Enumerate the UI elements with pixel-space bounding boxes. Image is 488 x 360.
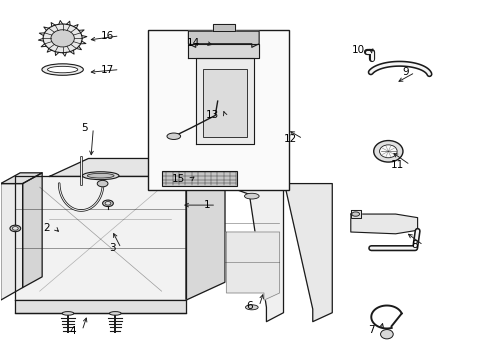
Ellipse shape bbox=[244, 193, 259, 199]
Polygon shape bbox=[212, 24, 234, 31]
Ellipse shape bbox=[47, 66, 78, 73]
Ellipse shape bbox=[87, 174, 114, 178]
Ellipse shape bbox=[102, 200, 113, 207]
Ellipse shape bbox=[97, 180, 108, 187]
Text: 2: 2 bbox=[43, 224, 49, 233]
Text: 12: 12 bbox=[284, 134, 297, 144]
Text: 15: 15 bbox=[171, 174, 184, 184]
Text: 14: 14 bbox=[186, 38, 199, 48]
Text: 13: 13 bbox=[205, 110, 219, 120]
Text: 11: 11 bbox=[390, 160, 404, 170]
Ellipse shape bbox=[12, 226, 18, 230]
Polygon shape bbox=[188, 44, 259, 58]
Circle shape bbox=[380, 329, 392, 339]
Polygon shape bbox=[15, 176, 185, 300]
Text: 4: 4 bbox=[69, 325, 76, 336]
Ellipse shape bbox=[166, 133, 180, 139]
Bar bbox=[161, 171, 237, 186]
Polygon shape bbox=[284, 184, 331, 321]
Text: 3: 3 bbox=[108, 243, 115, 253]
Polygon shape bbox=[188, 31, 259, 47]
Ellipse shape bbox=[245, 305, 258, 310]
Text: 9: 9 bbox=[402, 67, 408, 77]
Text: 16: 16 bbox=[101, 31, 114, 41]
Polygon shape bbox=[49, 158, 224, 176]
Polygon shape bbox=[0, 173, 42, 184]
Polygon shape bbox=[350, 214, 417, 234]
Polygon shape bbox=[22, 173, 42, 288]
Ellipse shape bbox=[10, 225, 20, 231]
Bar bbox=[203, 69, 246, 137]
Polygon shape bbox=[0, 184, 22, 300]
Polygon shape bbox=[220, 184, 283, 321]
Ellipse shape bbox=[42, 64, 83, 75]
Polygon shape bbox=[195, 58, 254, 144]
Circle shape bbox=[51, 30, 74, 47]
FancyBboxPatch shape bbox=[148, 31, 289, 190]
Polygon shape bbox=[350, 211, 360, 218]
Ellipse shape bbox=[109, 312, 121, 315]
Circle shape bbox=[373, 140, 402, 162]
Ellipse shape bbox=[351, 212, 359, 216]
Text: 10: 10 bbox=[351, 45, 365, 55]
Ellipse shape bbox=[82, 172, 119, 180]
Polygon shape bbox=[185, 158, 224, 300]
Text: 17: 17 bbox=[101, 64, 114, 75]
Circle shape bbox=[43, 24, 82, 53]
Text: 1: 1 bbox=[203, 200, 210, 210]
Ellipse shape bbox=[62, 312, 74, 315]
Text: 7: 7 bbox=[368, 325, 374, 335]
Circle shape bbox=[379, 145, 396, 158]
Polygon shape bbox=[15, 300, 185, 313]
Text: 6: 6 bbox=[246, 301, 253, 311]
Text: 8: 8 bbox=[410, 240, 417, 250]
Ellipse shape bbox=[105, 202, 111, 205]
Polygon shape bbox=[226, 232, 279, 300]
Text: 5: 5 bbox=[81, 123, 87, 133]
